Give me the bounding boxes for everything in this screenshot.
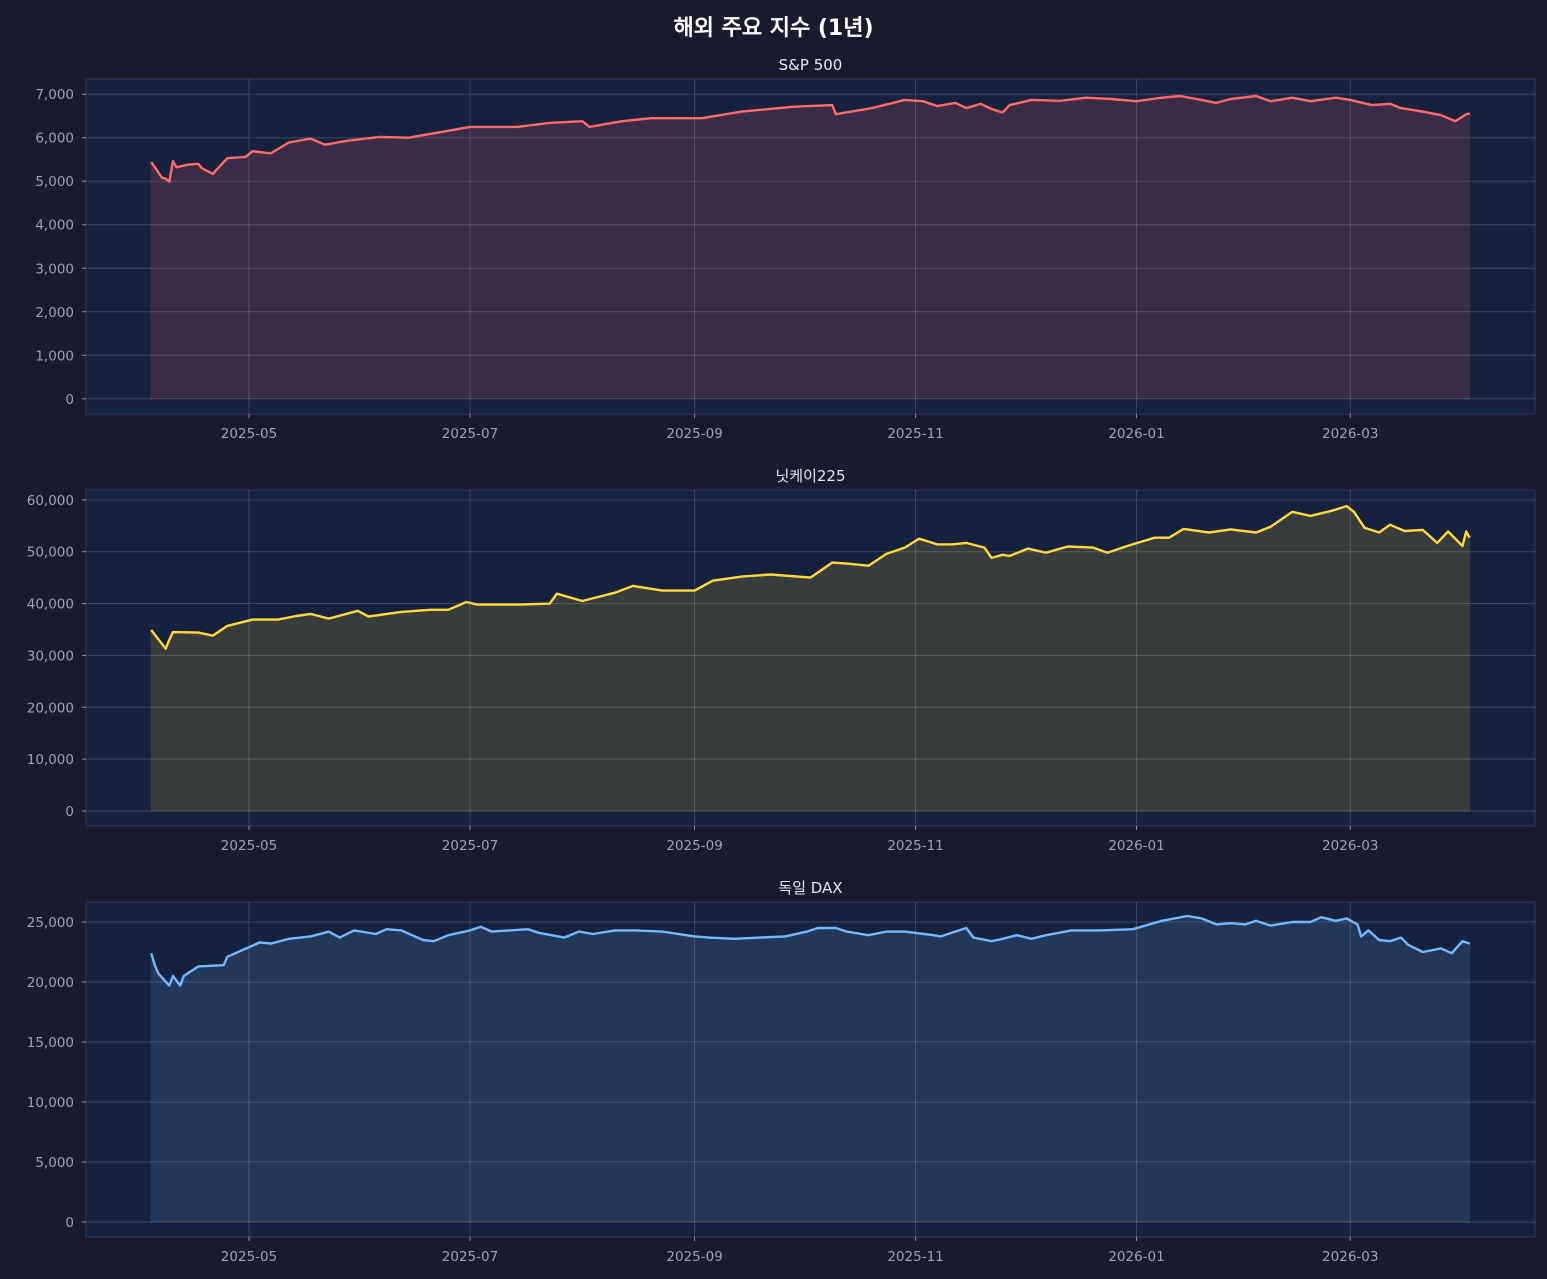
y-tick-label: 4,000 xyxy=(35,218,74,234)
y-tick-label: 20,000 xyxy=(27,975,74,991)
subplot-title: 독일 DAX xyxy=(778,879,842,897)
x-tick-label: 2026-01 xyxy=(1108,838,1164,854)
x-tick-label: 2025-11 xyxy=(887,1249,943,1265)
x-tick-label: 2025-05 xyxy=(221,426,277,442)
x-tick-label: 2026-01 xyxy=(1108,1249,1164,1265)
y-tick-label: 20,000 xyxy=(27,700,74,716)
y-tick-label: 6,000 xyxy=(35,131,74,147)
y-tick-label: 60,000 xyxy=(27,493,74,509)
x-tick-label: 2025-09 xyxy=(666,1249,722,1265)
y-tick-label: 10,000 xyxy=(27,1095,74,1111)
x-tick-label: 2025-07 xyxy=(442,426,498,442)
subplot-title: S&P 500 xyxy=(779,56,843,74)
y-tick-label: 5,000 xyxy=(35,1155,74,1171)
subplot-3: 0 5,000 10,000 15,000 20,000 25,000 2025-05 202… xyxy=(27,879,1536,1265)
y-tick-label: 5,000 xyxy=(35,174,74,190)
y-tick-label: 0 xyxy=(65,392,74,408)
y-tick-label: 7,000 xyxy=(35,87,74,103)
x-tick-label: 2026-03 xyxy=(1322,1249,1378,1265)
y-tick-label: 1,000 xyxy=(35,348,74,364)
y-tick-label: 10,000 xyxy=(27,752,74,768)
series-line xyxy=(150,94,1471,183)
series-area-fill xyxy=(150,915,1471,1223)
series-line xyxy=(150,504,1471,650)
y-tick-label: 0 xyxy=(65,1215,74,1231)
series-line xyxy=(150,914,1471,987)
y-tick-label: 15,000 xyxy=(27,1035,74,1051)
x-tick-label: 2025-05 xyxy=(221,1249,277,1265)
x-tick-label: 2026-03 xyxy=(1322,838,1378,854)
x-tick-label: 2025-05 xyxy=(221,838,277,854)
x-tick-label: 2026-01 xyxy=(1108,426,1164,442)
subplot-1: 0 1,000 2,000 3,000 4,000 5,000 6,000 7,000 2025… xyxy=(35,56,1536,442)
x-tick-label: 2025-11 xyxy=(887,426,943,442)
subplot-title: 닛케이225 xyxy=(775,467,845,485)
y-tick-label: 40,000 xyxy=(27,597,74,613)
x-tick-label: 2025-09 xyxy=(666,426,722,442)
y-tick-label: 25,000 xyxy=(27,915,74,931)
y-tick-label: 3,000 xyxy=(35,261,74,277)
x-tick-label: 2025-07 xyxy=(442,1249,498,1265)
x-tick-label: 2025-09 xyxy=(666,838,722,854)
x-tick-label: 2025-07 xyxy=(442,838,498,854)
figure-title: 해외 주요 지수 (1년) xyxy=(673,16,874,41)
y-tick-label: 0 xyxy=(65,804,74,820)
x-tick-label: 2025-11 xyxy=(887,838,943,854)
y-tick-label: 50,000 xyxy=(27,545,74,561)
y-tick-label: 30,000 xyxy=(27,648,74,664)
x-tick-label: 2026-03 xyxy=(1322,426,1378,442)
subplot-2: 0 10,000 20,000 30,000 40,000 50,000 60,000 202… xyxy=(27,467,1536,854)
y-tick-label: 2,000 xyxy=(35,305,74,321)
